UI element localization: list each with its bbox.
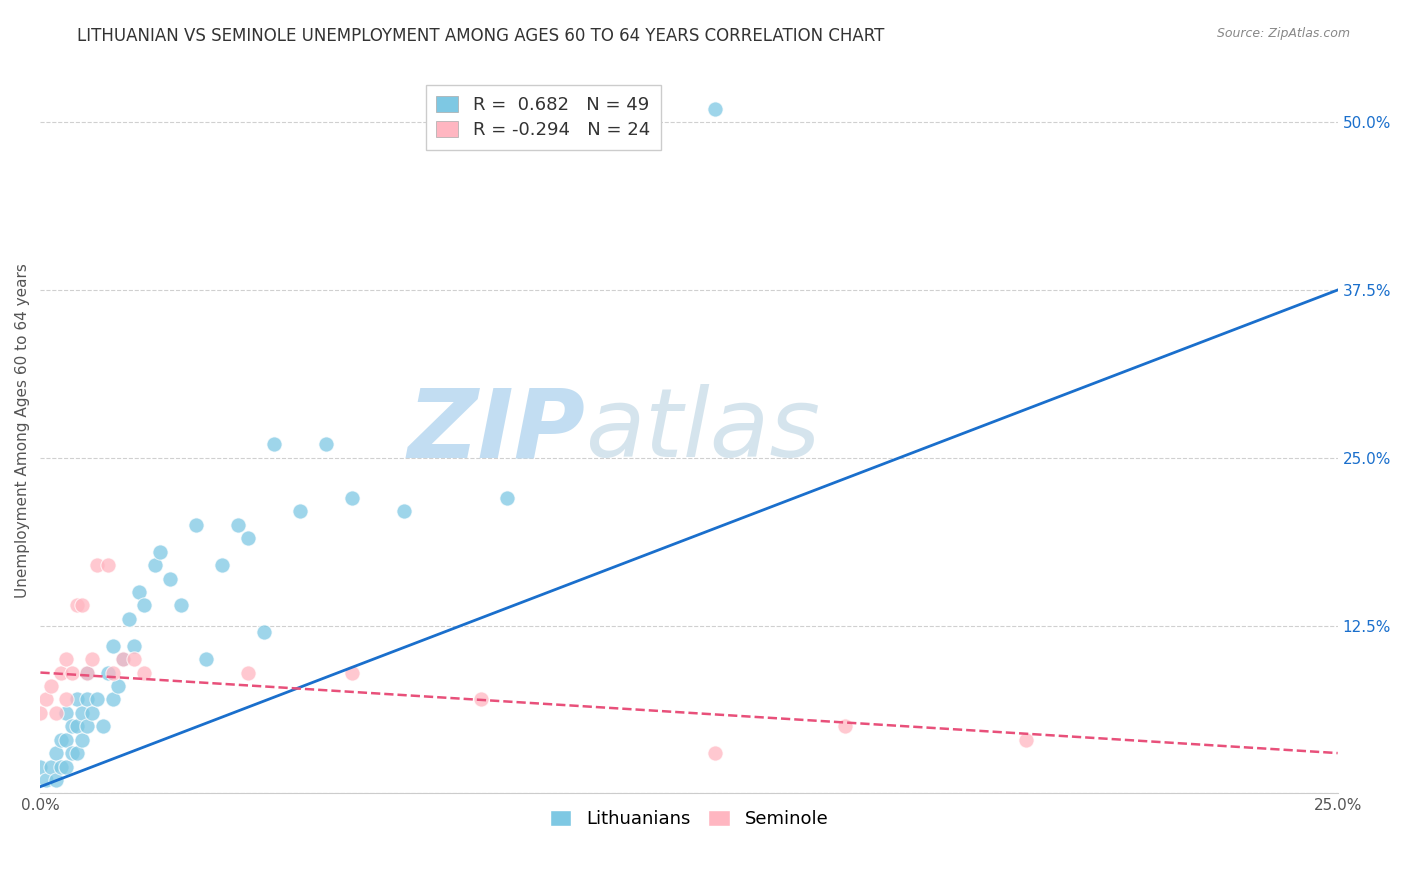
Point [39, 679, 62, 693]
Point [39, 759, 62, 773]
Point [169, 599, 191, 613]
Point [112, 652, 135, 666]
Point [101, 639, 124, 653]
Point [55, 759, 77, 773]
Point [97, 558, 120, 573]
Point [159, 572, 181, 586]
Point [45, 772, 67, 787]
Point [97, 665, 120, 680]
Point [70, 732, 93, 747]
Y-axis label: Unemployment Among Ages 60 to 64 years: Unemployment Among Ages 60 to 64 years [15, 263, 30, 599]
Point [51, 665, 73, 680]
Point [76, 719, 98, 733]
Point [66, 692, 89, 706]
Point [149, 545, 172, 559]
Point [91, 719, 114, 733]
Point [76, 665, 98, 680]
Point [128, 585, 150, 599]
Point [60, 746, 83, 760]
Point [184, 517, 207, 532]
Point [112, 652, 135, 666]
Point [834, 719, 856, 733]
Point [76, 665, 98, 680]
Point [496, 491, 519, 505]
Point [315, 437, 337, 451]
Point [34, 772, 56, 787]
Point [60, 719, 83, 733]
Point [70, 706, 93, 720]
Point [236, 665, 259, 680]
Point [30, 759, 52, 773]
Point [66, 746, 89, 760]
Point [392, 504, 415, 518]
Point [340, 491, 363, 505]
Point [1015, 732, 1038, 747]
Point [107, 679, 129, 693]
Point [101, 665, 124, 680]
Point [122, 652, 145, 666]
Point [470, 692, 492, 706]
Point [30, 706, 52, 720]
Point [45, 706, 67, 720]
Point [122, 639, 145, 653]
Point [45, 746, 67, 760]
Point [82, 706, 104, 720]
Point [143, 558, 166, 573]
Point [195, 652, 218, 666]
Legend: Lithuanians, Seminole: Lithuanians, Seminole [543, 802, 835, 835]
Point [51, 759, 73, 773]
Point [55, 692, 77, 706]
Point [134, 665, 156, 680]
Point [117, 612, 139, 626]
Point [86, 558, 108, 573]
Point [263, 437, 285, 451]
Point [226, 517, 249, 532]
Point [66, 719, 89, 733]
Text: ZIP: ZIP [408, 384, 585, 477]
Point [66, 599, 89, 613]
Point [34, 692, 56, 706]
Point [86, 692, 108, 706]
Text: LITHUANIAN VS SEMINOLE UNEMPLOYMENT AMONG AGES 60 TO 64 YEARS CORRELATION CHART: LITHUANIAN VS SEMINOLE UNEMPLOYMENT AMON… [77, 27, 884, 45]
Point [288, 504, 311, 518]
Point [704, 102, 727, 116]
Point [236, 531, 259, 545]
Point [60, 665, 83, 680]
Point [101, 692, 124, 706]
Point [76, 692, 98, 706]
Point [70, 599, 93, 613]
Point [55, 706, 77, 720]
Point [51, 732, 73, 747]
Point [340, 665, 363, 680]
Point [704, 746, 727, 760]
Point [55, 732, 77, 747]
Point [134, 599, 156, 613]
Text: Source: ZipAtlas.com: Source: ZipAtlas.com [1216, 27, 1350, 40]
Point [252, 625, 274, 640]
Point [211, 558, 233, 573]
Point [82, 652, 104, 666]
Point [55, 652, 77, 666]
Text: atlas: atlas [585, 384, 820, 477]
